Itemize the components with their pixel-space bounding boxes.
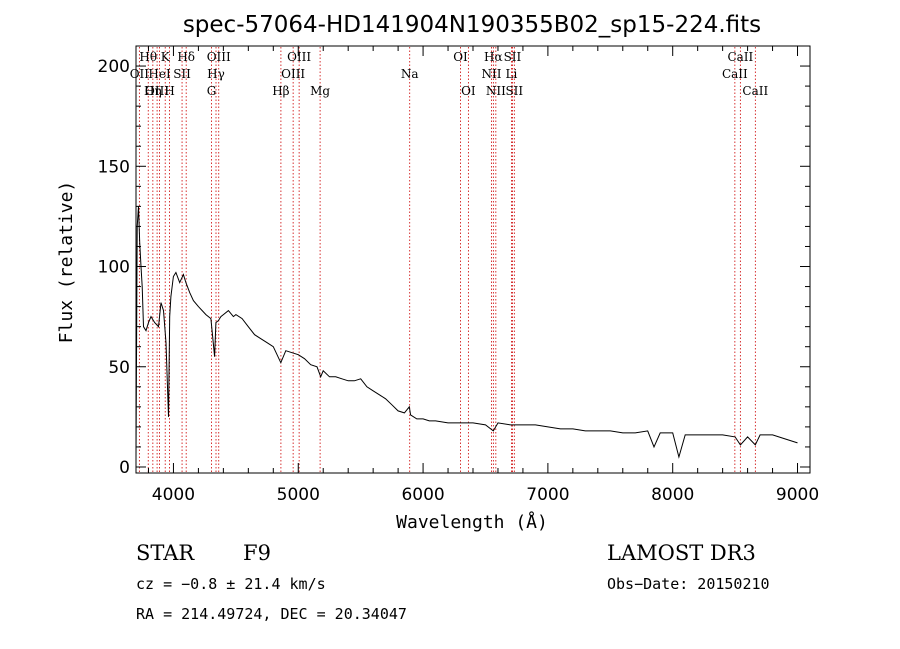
spectral-line-label: Hα — [484, 50, 503, 64]
plot-frame — [135, 45, 811, 474]
spectral-line-label: NII — [486, 84, 506, 98]
spectral-line-label: OII — [130, 67, 150, 81]
spectral-line-label: CaII — [727, 50, 753, 64]
object-subclass: F9 — [243, 541, 271, 565]
spectral-line-label: SII — [504, 50, 522, 64]
spectral-line-label: OI — [461, 84, 476, 98]
spectral-line-label: H — [164, 84, 174, 98]
y-axis-label: Flux (relative) — [56, 181, 77, 344]
x-tick-label: 8000 — [651, 485, 694, 505]
y-axis-ticks: 0 50 100 150 200 — [98, 45, 810, 478]
object-type: STAR — [136, 541, 195, 565]
spectral-line-label: OIII — [281, 67, 305, 81]
spectrum-series-line — [135, 206, 798, 459]
spectral-line-label: HeI — [148, 67, 171, 81]
observation-date: Obs−Date: 20150210 — [607, 575, 770, 593]
y-tick-label: 150 — [98, 157, 130, 177]
spectral-line-label: CaII — [722, 67, 748, 81]
spectral-line-label: OIII — [145, 84, 169, 98]
spectral-line-label: Hγ — [207, 67, 225, 81]
x-axis-ticks: 4000 5000 6000 7000 8000 9000 — [147, 46, 819, 505]
x-axis-label: Wavelength (Å) — [396, 511, 548, 533]
chart-title: spec-57064-HD141904N190355B02_sp15-224.f… — [183, 12, 761, 38]
ra-dec-coordinates: RA = 214.49724, DEC = 20.34047 — [136, 605, 407, 623]
spectral-line-label: SII — [173, 67, 191, 81]
x-tick-label: 5000 — [277, 485, 320, 505]
spectral-line-label: SII — [505, 84, 523, 98]
spectral-line-label: Hδ — [177, 50, 195, 64]
spectral-line-label: Hθ — [139, 50, 157, 64]
spectral-line-label: Na — [401, 67, 419, 81]
y-tick-label: 200 — [98, 57, 130, 77]
spectral-line-label: Hη — [144, 84, 162, 98]
x-tick-label: 6000 — [401, 485, 444, 505]
y-tick-label: 50 — [108, 358, 130, 378]
spectral-line-label: OIII — [207, 50, 231, 64]
spectral-line-label: Li — [506, 67, 518, 81]
x-tick-label: 7000 — [526, 485, 569, 505]
y-tick-label: 100 — [98, 258, 130, 278]
spectral-line-label: Hβ — [272, 84, 289, 98]
spectral-line-label: OI — [453, 50, 468, 64]
x-tick-label: 9000 — [776, 485, 819, 505]
spectral-line-label: G — [207, 84, 217, 98]
spectral-lines — [138, 47, 756, 472]
x-tick-label: 4000 — [152, 485, 195, 505]
spectral-line-label: K — [161, 50, 171, 64]
spectral-line-label: OIII — [287, 50, 311, 64]
spectral-line-label: CaII — [742, 84, 768, 98]
y-tick-label: 0 — [119, 458, 130, 478]
spectral-line-label: Mg — [310, 84, 330, 98]
redshift-cz: cz = −0.8 ± 21.4 km/s — [136, 575, 326, 593]
survey-name: LAMOST DR3 — [607, 541, 756, 565]
spectral-line-label: NII — [481, 67, 501, 81]
